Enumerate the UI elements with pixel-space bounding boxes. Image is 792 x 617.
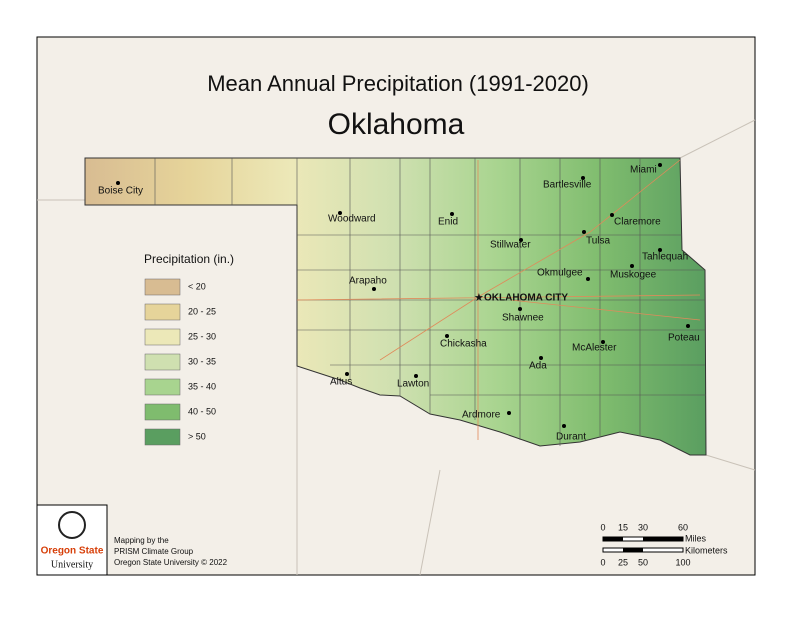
scale-tick: 50 — [638, 557, 648, 567]
legend-swatch — [144, 303, 181, 321]
city-label: Ardmore — [462, 410, 501, 421]
city-label: Ada — [529, 361, 547, 372]
scale-tick: 25 — [618, 557, 628, 567]
legend-label: 20 - 25 — [188, 306, 216, 316]
city-dot — [519, 238, 523, 242]
city-dot — [586, 277, 590, 281]
city-label: Bartlesville — [543, 180, 592, 191]
city-dot — [630, 264, 634, 268]
logo-text: Oregon State — [41, 546, 104, 557]
city-label: Lawton — [397, 379, 429, 390]
oklahoma-shape — [84, 157, 707, 456]
logo-text: University — [51, 559, 93, 570]
city-label: Arapaho — [349, 276, 387, 287]
city-label: Shawnee — [502, 313, 544, 324]
city-dot — [582, 230, 586, 234]
scale-seg — [603, 537, 623, 541]
scale-seg — [643, 537, 683, 541]
legend-label: 25 - 30 — [188, 331, 216, 341]
city-label: Stillwater — [490, 240, 531, 251]
legend-swatch — [144, 378, 181, 396]
city-dot — [658, 163, 662, 167]
credit-line: Mapping by the — [114, 536, 169, 545]
scale-tick: 15 — [618, 522, 628, 532]
scale-tick: 0 — [600, 557, 605, 567]
legend-swatch — [144, 428, 181, 446]
logo-box — [36, 504, 108, 576]
legend-swatch — [144, 403, 181, 421]
map-subtitle: Oklahoma — [328, 108, 465, 141]
map-title: Mean Annual Precipitation (1991-2020) — [207, 71, 589, 96]
city-label: Claremore — [614, 217, 661, 228]
legend-label: > 50 — [188, 431, 206, 441]
scale-tick: 100 — [675, 557, 690, 567]
capital-label: OKLAHOMA CITY — [484, 293, 568, 304]
legend-swatch — [144, 328, 181, 346]
city-dot — [507, 411, 511, 415]
roads — [296, 159, 701, 440]
legend: Precipitation (in.) < 20 20 - 25 25 - 30 30… — [144, 252, 234, 446]
city-label: Miami — [630, 165, 657, 176]
city-dot — [372, 287, 376, 291]
city-dot — [445, 334, 449, 338]
credit-line: PRISM Climate Group — [114, 547, 194, 556]
city-label: Woodward — [328, 214, 376, 225]
city-dot — [414, 374, 418, 378]
legend-label: < 20 — [188, 281, 206, 291]
city-dot — [450, 212, 454, 216]
scale-unit: Kilometers — [685, 545, 728, 555]
scale-bar: Miles Kilometers 0 15 30 60 0 25 50 100 — [600, 522, 728, 567]
city-label: Tahlequah — [642, 252, 688, 263]
city-label: Tulsa — [586, 236, 611, 247]
city-label: Altus — [330, 377, 352, 388]
city-label: Enid — [438, 217, 458, 228]
city-label: McAlester — [572, 343, 617, 354]
city-dot — [610, 213, 614, 217]
city-dot — [581, 176, 585, 180]
city-dot — [116, 181, 120, 185]
capital-star: ★ — [474, 292, 484, 304]
legend-label: 40 - 50 — [188, 406, 216, 416]
city-label: Durant — [556, 432, 586, 443]
credit-line: Oregon State University © 2022 — [114, 558, 228, 567]
legend-label: 30 - 35 — [188, 356, 216, 366]
scale-seg — [623, 548, 643, 552]
legend-swatch — [144, 353, 181, 371]
city-dot — [338, 211, 342, 215]
city-dot — [345, 372, 349, 376]
city-dot — [562, 424, 566, 428]
city-dot — [539, 356, 543, 360]
city-label: Boise City — [98, 186, 143, 197]
cities: Boise City Woodward Enid Bartlesville Mi… — [98, 163, 700, 443]
city-label: Okmulgee — [537, 268, 583, 279]
scale-tick: 30 — [638, 522, 648, 532]
city-label: Poteau — [668, 333, 700, 344]
city-dot — [686, 324, 690, 328]
city-label: Muskogee — [610, 270, 657, 281]
neighbor-borders — [37, 119, 756, 576]
scale-unit: Miles — [685, 533, 707, 543]
legend-swatch — [144, 278, 181, 296]
scale-tick: 0 — [600, 522, 605, 532]
city-dot — [601, 340, 605, 344]
logo-emblem — [58, 511, 86, 539]
legend-label: 35 - 40 — [188, 381, 216, 391]
city-label: Chickasha — [440, 339, 487, 350]
legend-title: Precipitation (in.) — [144, 252, 234, 266]
county-lines — [154, 158, 706, 446]
scale-tick: 60 — [678, 522, 688, 532]
city-dot — [658, 248, 662, 252]
city-dot — [518, 307, 522, 311]
